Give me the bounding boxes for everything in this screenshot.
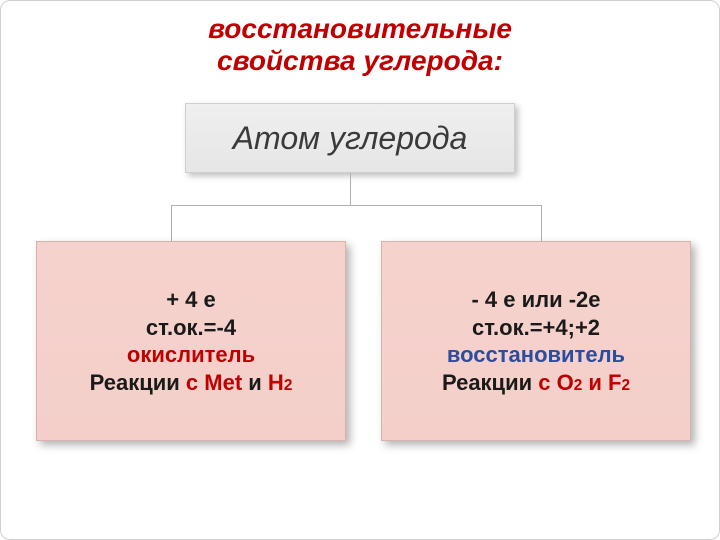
title-line-1: восстановительные [1, 13, 719, 45]
connector-v-left [171, 205, 172, 241]
right-line-1: - 4 е или -2е [471, 286, 600, 314]
left-l4-mid: и [242, 370, 268, 395]
left-line-2: ст.ок.=-4 [146, 314, 236, 342]
right-l4-mid: и [582, 370, 608, 395]
right-l4-prefix: Реакции [442, 370, 538, 395]
right-line-2: ст.ок.=+4;+2 [472, 314, 600, 342]
left-l4-prefix: Реакции [90, 370, 186, 395]
left-line-1: + 4 е [166, 286, 216, 314]
left-line-4: Реакции с Met и Н2 [90, 369, 293, 397]
left-line-3: окислитель [127, 341, 255, 369]
right-line-4: Реакции с О2 и F2 [442, 369, 630, 397]
connector-h-bar [171, 205, 541, 206]
left-l4-red-b: Н2 [268, 370, 292, 395]
right-l4-red-b: F2 [608, 370, 630, 395]
left-l4-red-a: с Met [186, 370, 242, 395]
left-node-oxidizer: + 4 е ст.ок.=-4 окислитель Реакции с Met… [36, 241, 346, 441]
root-node: Атом углерода [185, 103, 515, 173]
root-label: Атом углерода [233, 120, 468, 157]
slide-title: восстановительные свойства углерода: [1, 1, 719, 77]
right-node-reducer: - 4 е или -2е ст.ок.=+4;+2 восстановител… [381, 241, 691, 441]
connector-v-root [350, 173, 351, 205]
right-l4-red-a: с О2 [538, 370, 582, 395]
right-line-3: восстановитель [447, 341, 625, 369]
title-line-2: свойства углерода: [1, 45, 719, 77]
connector-v-right [541, 205, 542, 241]
